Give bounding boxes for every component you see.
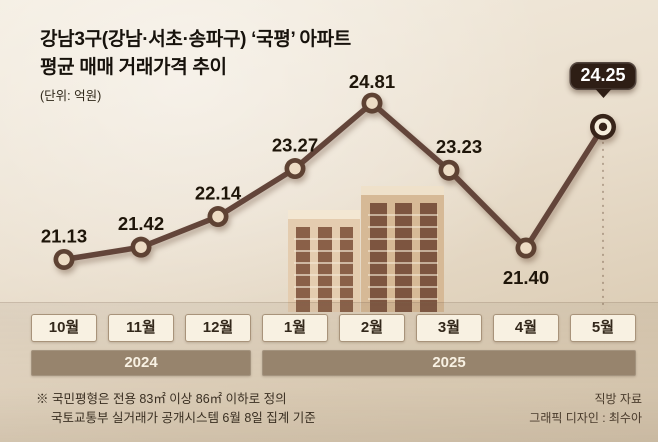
chart-header: 강남3구(강남·서초·송파구) ‘국평’ 아파트 평균 매매 거래가격 추이 (… — [40, 26, 351, 104]
svg-text:23.23: 23.23 — [436, 136, 482, 157]
svg-text:24.81: 24.81 — [349, 71, 395, 92]
month-label-5: 2월 — [339, 314, 405, 342]
month-label-8: 5월 — [570, 314, 636, 342]
svg-text:21.13: 21.13 — [41, 225, 87, 246]
apartment-illustration — [288, 186, 444, 312]
chart-footer: ※ 국민평형은 전용 83㎡ 이상 86㎡ 이하로 정의 국토교통부 실거래가 … — [36, 390, 642, 429]
month-label-3: 12월 — [185, 314, 251, 342]
month-label-4: 1월 — [262, 314, 328, 342]
source-label: 직방 자료 — [594, 392, 643, 406]
svg-text:21.40: 21.40 — [503, 267, 549, 288]
unit-label: (단위: 억원) — [40, 89, 102, 104]
credits: 직방 자료 그래픽 디자인 : 최수아 — [529, 390, 642, 428]
month-label-7: 4월 — [493, 314, 559, 342]
year-band-2024: 2024 — [31, 350, 251, 376]
month-label-6: 3월 — [416, 314, 482, 342]
month-axis: 10월 11월 12월 1월 2월 3월 4월 5월 — [0, 314, 658, 342]
footnote-definition: ※ 국민평형은 전용 83㎡ 이상 86㎡ 이하로 정의 — [36, 392, 287, 406]
designer-label: 그래픽 디자인 : 최수아 — [529, 411, 642, 426]
latest-price-callout: 24.25 — [569, 61, 637, 90]
footnote-basis: 국토교통부 실거래가 공개시스템 6월 8일 집계 기준 — [51, 411, 316, 426]
month-label-2: 11월 — [108, 314, 174, 342]
price-line-chart: 21.13 21.42 22.14 23.27 24.81 23.23 21.40 — [41, 71, 616, 312]
latest-price-value: 24.25 — [580, 64, 626, 85]
chart-title-line2: 평균 매매 거래가격 추이 — [40, 56, 227, 78]
svg-text:23.27: 23.27 — [272, 135, 318, 156]
price-line-series — [53, 92, 616, 310]
month-label-1: 10월 — [31, 314, 97, 342]
footnotes: ※ 국민평형은 전용 83㎡ 이상 86㎡ 이하로 정의 국토교통부 실거래가 … — [36, 390, 316, 429]
year-axis: 2024 2025 — [0, 350, 658, 376]
svg-text:22.14: 22.14 — [195, 183, 242, 204]
year-band-2025: 2025 — [262, 350, 636, 376]
svg-text:21.42: 21.42 — [118, 213, 164, 234]
chart-title-line1: 강남3구(강남·서초·송파구) ‘국평’ 아파트 — [40, 29, 351, 50]
value-labels: 21.13 21.42 22.14 23.27 24.81 23.23 21.40 — [41, 71, 549, 288]
